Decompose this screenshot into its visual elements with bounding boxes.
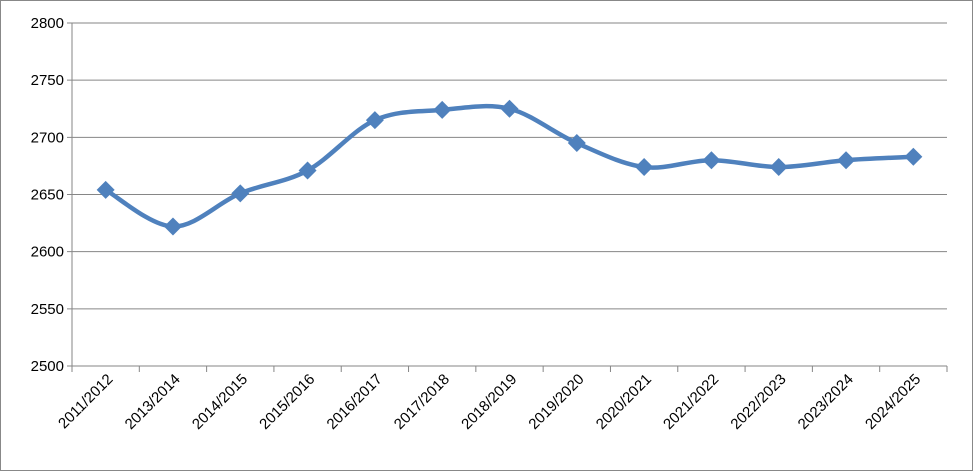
y-tick-label: 2800 [31,15,64,32]
y-tick-label: 2700 [31,129,64,146]
marker [231,184,250,203]
marker [904,147,923,166]
marker [96,180,115,199]
y-tick-label: 2650 [31,187,64,204]
y-tick-label: 2600 [31,244,64,261]
marker [702,151,721,170]
marker [567,134,586,153]
marker [635,158,654,177]
marker [365,111,384,130]
marker [837,151,856,170]
marker [500,99,519,118]
y-tick-label: 2550 [31,301,64,318]
marker [769,158,788,177]
marker [433,100,452,119]
marker [163,217,182,236]
y-tick-label: 2750 [31,72,64,89]
y-tick-label: 2500 [31,358,64,375]
marker [298,161,317,180]
